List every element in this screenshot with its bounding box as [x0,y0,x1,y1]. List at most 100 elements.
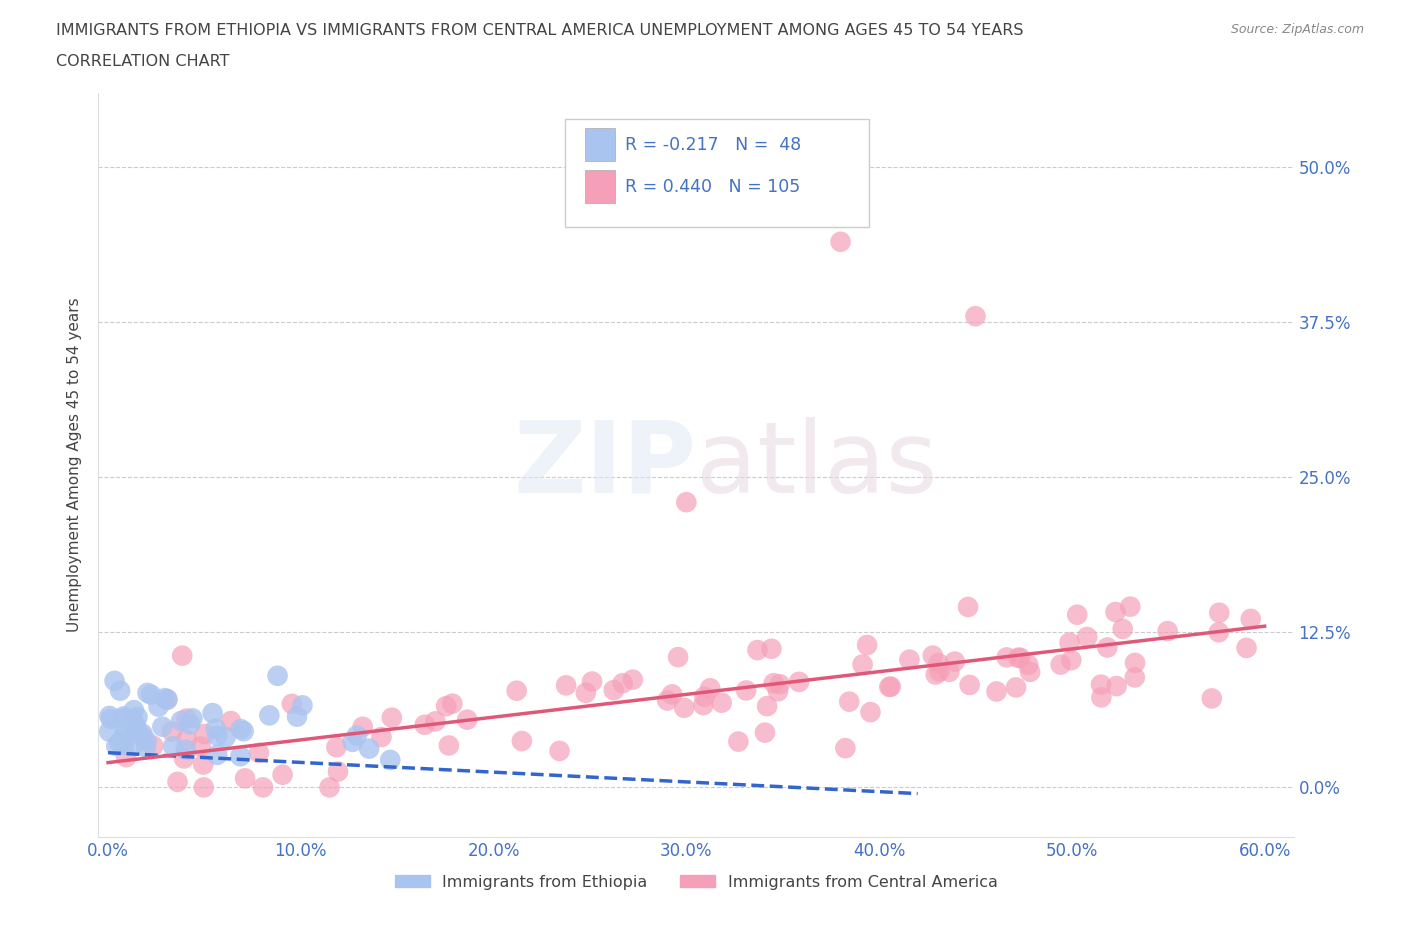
Point [139,687,162,702]
Point [699,681,721,696]
Point [1105,679,1128,694]
Point [1019,664,1042,679]
Point [131,726,153,741]
Text: ZIP: ZIP [513,417,696,513]
Point [1007,650,1029,665]
Point [675,495,697,510]
Point [1076,630,1098,644]
Point [252,780,274,795]
Point [880,679,903,694]
Point [1049,658,1071,672]
Point [834,740,856,755]
Point [661,687,683,702]
Point [1123,656,1146,671]
Point [207,728,229,743]
Point [766,684,789,698]
Point [124,737,146,751]
FancyBboxPatch shape [565,119,869,227]
Point [1156,624,1178,639]
Point [131,728,153,743]
Point [135,734,157,749]
Point [179,717,201,732]
Point [325,739,347,754]
Point [100,711,122,726]
Text: CORRELATION CHART: CORRELATION CHART [56,54,229,69]
Point [1123,670,1146,684]
Point [1090,690,1112,705]
Point [769,677,792,692]
Point [125,718,148,733]
Point [352,719,374,734]
Text: Source: ZipAtlas.com: Source: ZipAtlas.com [1230,23,1364,36]
Point [925,667,948,682]
Point [898,652,921,667]
Point [98,709,121,724]
Point [172,648,194,663]
Text: R = -0.217   N =  48: R = -0.217 N = 48 [626,136,801,154]
Point [108,735,131,750]
Point [735,683,758,698]
Point [176,711,198,726]
Point [505,684,527,698]
Legend: Immigrants from Ethiopia, Immigrants from Central America: Immigrants from Ethiopia, Immigrants fro… [388,869,1004,896]
Point [229,749,252,764]
Point [1208,625,1230,640]
Point [877,680,900,695]
Point [318,780,340,795]
Point [381,711,404,725]
Point [1208,605,1230,620]
Point [111,711,134,726]
Point [693,689,716,704]
Point [232,724,254,738]
Point [114,730,136,745]
Point [1017,658,1039,672]
Point [754,725,776,740]
Point [603,683,626,698]
Point [148,699,170,714]
Point [233,771,256,786]
Point [838,694,860,709]
Point [1240,612,1263,627]
Point [190,739,212,754]
Point [1090,677,1112,692]
Point [747,643,769,658]
Point [710,696,733,711]
Point [291,698,314,712]
Point [176,732,198,747]
Point [173,751,195,766]
Point [938,664,960,679]
Point [201,706,224,721]
Point [1097,640,1119,655]
Point [152,719,174,734]
Point [114,725,136,740]
Point [359,741,381,756]
Point [1111,621,1133,636]
Point [456,712,478,727]
Point [153,691,176,706]
Point [105,738,128,753]
Point [727,734,749,749]
Point [219,713,242,728]
Point [112,709,135,724]
Point [856,638,879,653]
Point [135,740,157,755]
Point [98,724,121,739]
Point [326,764,349,779]
Point [965,309,987,324]
Text: atlas: atlas [696,417,938,513]
Point [166,775,188,790]
Point [852,657,875,671]
Point [204,721,226,736]
Point [121,712,143,727]
Point [1059,635,1081,650]
Point [370,729,392,744]
Point [181,711,204,725]
Point [1005,680,1028,695]
Point [174,742,197,757]
Point [162,738,184,753]
Point [673,700,696,715]
Point [229,722,252,737]
Point [207,748,229,763]
Point [136,685,159,700]
Point [127,710,149,724]
